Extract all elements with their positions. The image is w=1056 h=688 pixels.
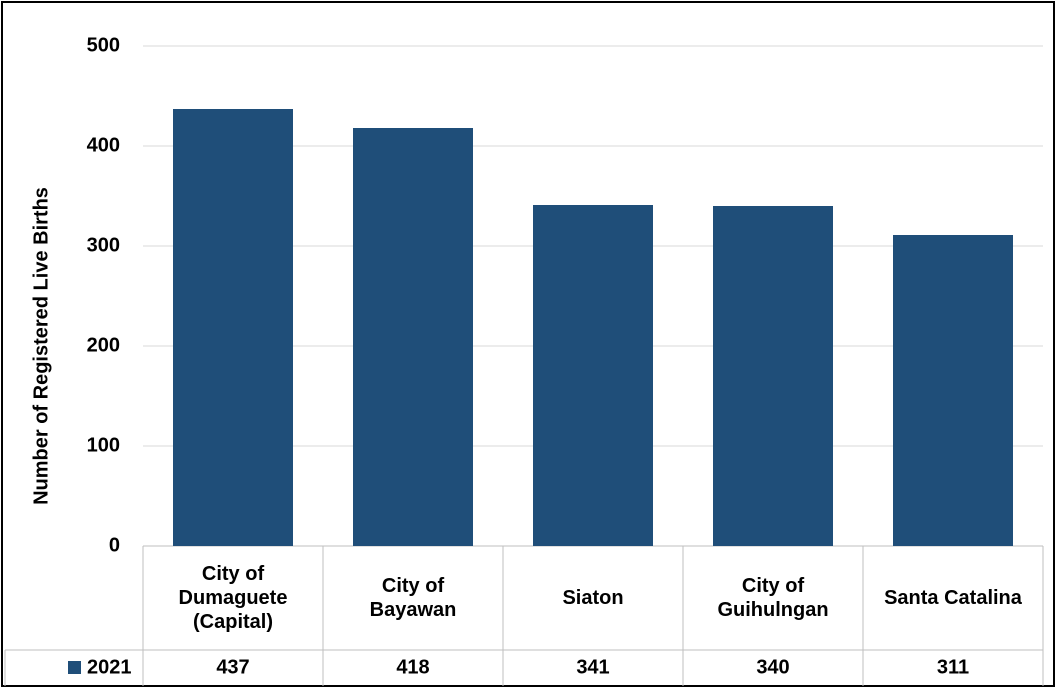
- table-value: 340: [756, 656, 789, 678]
- x-tick-label: Siaton: [562, 587, 624, 609]
- table-value: 311: [937, 656, 969, 678]
- y-tick-label: 500: [87, 34, 120, 56]
- y-tick-label: 100: [87, 434, 120, 456]
- bar: [713, 206, 833, 546]
- legend-label: 2021: [87, 656, 132, 678]
- bar: [173, 109, 293, 546]
- table-value: 341: [576, 656, 609, 678]
- bar: [533, 205, 653, 546]
- bar: [893, 235, 1013, 546]
- y-tick-label: 300: [87, 234, 120, 256]
- y-tick-label: 0: [109, 534, 120, 556]
- x-tick-label: City of Guihulngan: [717, 575, 829, 621]
- y-tick-label: 200: [87, 334, 120, 356]
- x-tick-label: City of Bayawan: [369, 575, 457, 621]
- table-value: 418: [396, 656, 429, 678]
- table-value: 437: [216, 656, 249, 678]
- y-axis-label: Number of Registered Live Births: [30, 187, 52, 505]
- bar: [353, 128, 473, 546]
- x-tick-label: City of Dumaguete (Capital): [178, 563, 288, 633]
- x-tick-label: Santa Catalina: [884, 587, 1022, 609]
- y-tick-label: 400: [87, 134, 120, 156]
- legend-key: [68, 661, 81, 674]
